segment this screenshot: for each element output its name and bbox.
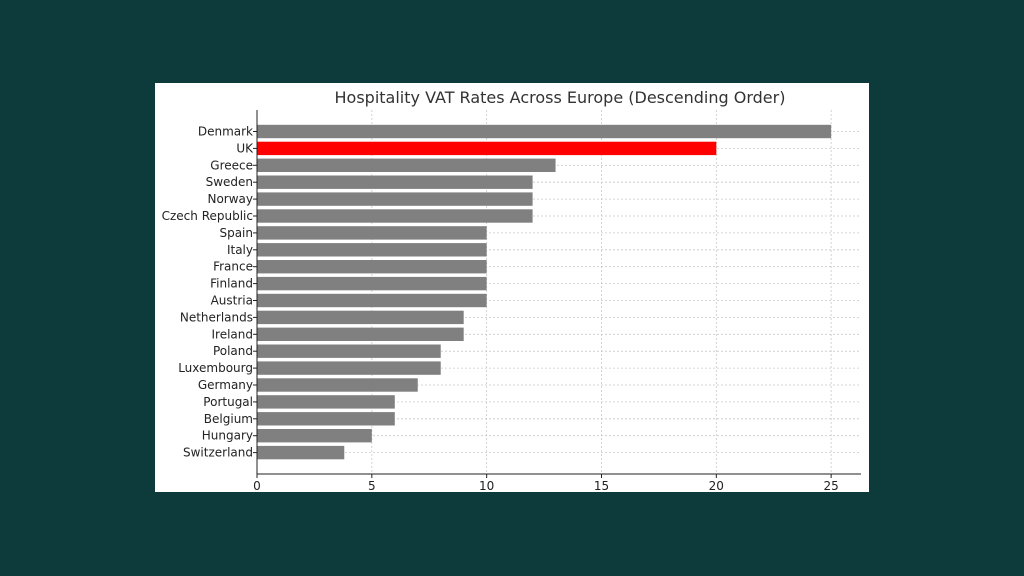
y-tick-label: Greece xyxy=(210,158,253,172)
y-tick-label: Sweden xyxy=(206,175,253,189)
bars xyxy=(257,124,832,460)
y-tick-label: Italy xyxy=(227,243,253,257)
bar-sweden xyxy=(257,175,533,189)
bar-finland xyxy=(257,276,487,291)
y-tick-label: Finland xyxy=(210,277,253,291)
bar-italy xyxy=(257,243,487,257)
y-tick-label: Netherlands xyxy=(180,310,253,324)
y-tick-label: Austria xyxy=(211,294,253,308)
x-tick-label: 10 xyxy=(479,479,494,492)
y-tick-label: Switzerland xyxy=(183,446,253,460)
y-tick-label: Luxembourg xyxy=(178,361,253,375)
x-tick-label: 5 xyxy=(368,479,376,492)
x-tick-label: 0 xyxy=(253,479,261,492)
bar-portugal xyxy=(257,395,395,409)
y-tick-label: Ireland xyxy=(211,327,253,341)
y-tick-label: UK xyxy=(236,141,254,155)
bar-france xyxy=(257,260,487,274)
y-tick-label: Denmark xyxy=(198,125,253,139)
bar-austria xyxy=(257,293,487,308)
chart-title: Hospitality VAT Rates Across Europe (Des… xyxy=(335,88,786,107)
y-tick-label: Czech Republic xyxy=(162,209,253,223)
bar-poland xyxy=(257,344,441,358)
bar-hungary xyxy=(257,429,372,443)
y-tick-label: Belgium xyxy=(204,412,253,426)
bar-belgium xyxy=(257,412,395,426)
x-tick-label: 15 xyxy=(594,479,609,492)
x-tick-label: 25 xyxy=(824,479,839,492)
bar-spain xyxy=(257,226,487,240)
bar-uk xyxy=(257,141,717,156)
y-tick-label: France xyxy=(213,260,253,274)
y-tick-label: Spain xyxy=(219,226,253,240)
bar-germany xyxy=(257,378,418,392)
y-tick-label: Hungary xyxy=(202,429,253,443)
bar-ireland xyxy=(257,327,464,341)
y-tick-label: Germany xyxy=(198,378,253,392)
bar-czech-republic xyxy=(257,209,533,223)
y-tick-label: Norway xyxy=(207,192,253,206)
bar-denmark xyxy=(257,124,832,139)
axes: Denmark UK Greece Sweden Norway Czech Republi… xyxy=(162,110,861,492)
bar-chart: Hospitality VAT Rates Across Europe (Des… xyxy=(162,88,861,492)
bar-luxembourg xyxy=(257,361,441,375)
bar-switzerland xyxy=(257,445,345,460)
bar-norway xyxy=(257,192,533,206)
bar-netherlands xyxy=(257,310,464,325)
y-tick-label: Poland xyxy=(213,344,253,358)
y-tick-label: Portugal xyxy=(203,395,253,409)
chart-card: Hospitality VAT Rates Across Europe (Des… xyxy=(155,83,869,492)
x-tick-label: 20 xyxy=(709,479,724,492)
bar-greece xyxy=(257,158,556,172)
